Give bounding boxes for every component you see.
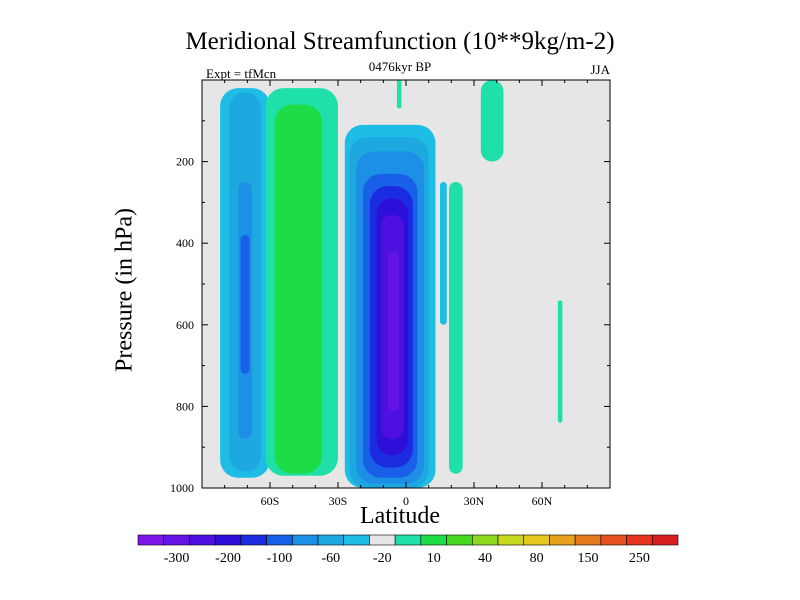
contour-sh-positive-core xyxy=(274,104,323,474)
colorbar-label: -20 xyxy=(373,551,392,566)
colorbar-bin xyxy=(420,534,447,546)
y-tick-label: 200 xyxy=(176,155,194,169)
colorbar-bin xyxy=(317,534,345,546)
x-tick-label: 30S xyxy=(329,494,348,508)
experiment-label: Expt = tfMcn xyxy=(206,66,277,81)
colorbar-label: 40 xyxy=(478,551,492,566)
colorbar-bin xyxy=(574,534,602,546)
contour-sh-cell-core xyxy=(240,235,250,374)
x-tick-label: 60S xyxy=(261,494,280,508)
colorbar-label: 150 xyxy=(578,551,599,566)
period-label: 0476kyr BP xyxy=(368,59,432,74)
x-tick-label: 30N xyxy=(464,494,485,508)
colorbar-bin xyxy=(497,534,525,546)
contour-equator-upper-positive xyxy=(396,80,402,109)
colorbar-bin xyxy=(266,534,293,546)
colorbar-bin xyxy=(214,534,242,546)
colorbar-bin xyxy=(549,534,576,546)
colorbar-bin xyxy=(523,534,550,546)
colorbar: -300 -200 -100 -60 -20 10 40 80 150 250 xyxy=(137,534,679,566)
colorbar-label: 80 xyxy=(530,551,544,566)
contour-nh-positive-band xyxy=(449,182,463,474)
colorbar-bin xyxy=(291,534,319,546)
colorbar-bin xyxy=(137,534,165,546)
colorbar-bin xyxy=(394,534,422,546)
colorbar-bin xyxy=(163,534,190,546)
chart-title: Meridional Streamfunction (10**9kg/m-2) xyxy=(185,28,615,55)
colorbar-bin xyxy=(626,534,653,546)
y-tick-label: 800 xyxy=(176,399,194,413)
y-tick-label: 400 xyxy=(176,236,194,250)
colorbar-label: 250 xyxy=(629,551,650,566)
contour-nh-negative-sliver xyxy=(440,182,447,325)
y-tick-label: 600 xyxy=(176,318,194,332)
colorbar-bin xyxy=(369,534,396,546)
contour-nh-upper-positive xyxy=(480,80,504,162)
colorbar-bin xyxy=(343,534,370,546)
x-tick-label: 60N xyxy=(532,494,553,508)
x-axis-label: Latitude xyxy=(360,503,440,529)
colorbar-bin xyxy=(240,534,267,546)
contour-nh-mid-positive xyxy=(557,300,563,423)
colorbar-label: -300 xyxy=(164,551,190,566)
colorbar-label: 10 xyxy=(427,551,441,566)
colorbar-bin xyxy=(189,534,216,546)
y-axis-ticks: 200 400 600 800 1000 xyxy=(170,120,610,495)
season-label: JJA xyxy=(590,62,610,77)
colorbar-bin xyxy=(446,534,473,546)
x-axis-ticks: 60S 30S 0 30N 60N xyxy=(224,80,588,508)
colorbar-bin xyxy=(651,534,679,546)
y-tick-label: 1000 xyxy=(170,481,194,495)
x-tick-label: 0 xyxy=(403,494,409,508)
colorbar-label: -100 xyxy=(267,551,293,566)
colorbar-label: -60 xyxy=(322,551,341,566)
colorbar-label: -200 xyxy=(215,551,241,566)
contour-hadley-core xyxy=(387,251,400,411)
contour-fills xyxy=(220,80,563,488)
colorbar-bin xyxy=(471,534,499,546)
colorbar-bin xyxy=(600,534,627,546)
